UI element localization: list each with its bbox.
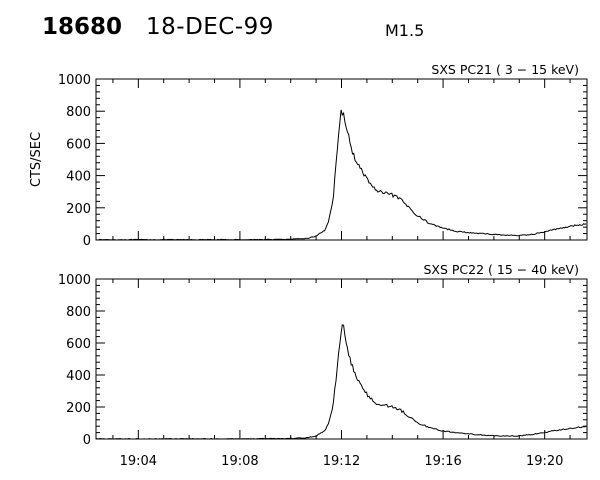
panel-sxs-pc21: 0 200 400 600 800 1000 SXS PC21 ( 3 − 15 keV) C… bbox=[29, 62, 588, 249]
panel-title: SXS PC22 ( 15 − 40 keV) bbox=[423, 262, 579, 277]
y-tick-label: 600 bbox=[66, 337, 91, 352]
series-line bbox=[95, 109, 587, 241]
y-tick-label: 400 bbox=[66, 170, 91, 185]
y-tick-label: 200 bbox=[66, 401, 91, 416]
x-tick-label: 19:08 bbox=[221, 454, 258, 469]
plot-frame bbox=[95, 278, 588, 440]
y-tick-label: 0 bbox=[83, 433, 91, 448]
x-tick-label: 19:04 bbox=[120, 454, 157, 469]
y-tick-label: 0 bbox=[83, 234, 91, 249]
y-tick-label: 400 bbox=[66, 369, 91, 384]
y-tick-label: 200 bbox=[66, 202, 91, 217]
y-axis-label: CTS/SEC bbox=[29, 132, 44, 187]
panel-title: SXS PC21 ( 3 − 15 keV) bbox=[431, 62, 579, 77]
series-line bbox=[95, 324, 587, 440]
event-date: 18-DEC-99 bbox=[146, 14, 274, 40]
plot-frame bbox=[95, 78, 588, 241]
y-tick-label: 600 bbox=[66, 137, 91, 152]
x-tick-label: 19:20 bbox=[526, 454, 563, 469]
x-tick-label: 19:12 bbox=[323, 454, 360, 469]
y-tick-label: 1000 bbox=[58, 273, 91, 288]
flare-class: M1.5 bbox=[385, 21, 425, 40]
y-tick-label: 1000 bbox=[58, 73, 91, 88]
x-tick-label: 19:16 bbox=[424, 454, 461, 469]
y-tick-label: 800 bbox=[66, 305, 91, 320]
panel-sxs-pc22: 0 200 400 600 800 1000 19:04 19:08 19:12 19:16 19:… bbox=[58, 262, 588, 469]
y-tick-label: 800 bbox=[66, 105, 91, 120]
event-id: 18680 bbox=[42, 14, 123, 40]
